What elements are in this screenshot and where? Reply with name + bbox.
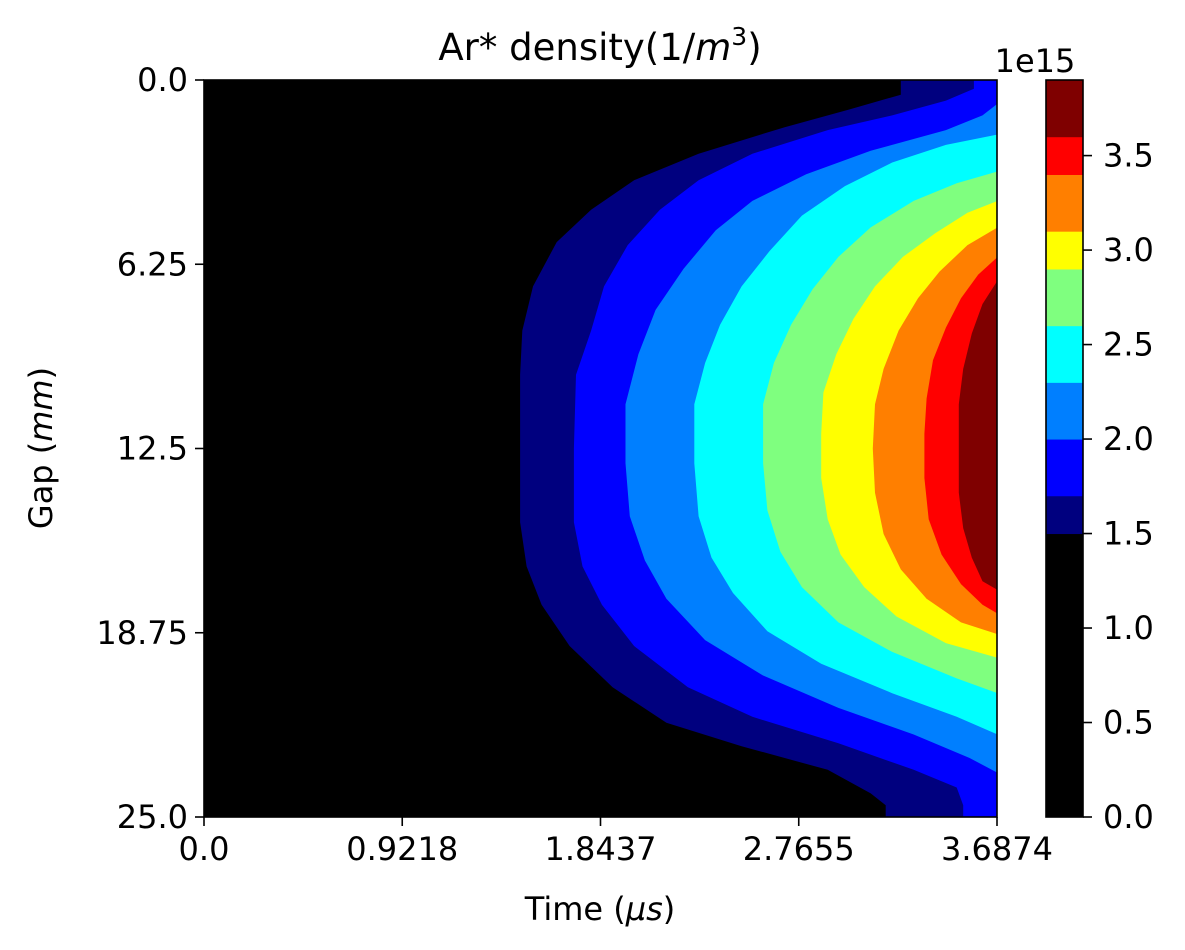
plot-area (204, 80, 997, 817)
chart-title: Ar* density(1/m3) (438, 22, 761, 69)
colorbar-tick-label: 1.0 (1103, 609, 1154, 647)
colorbar-band (1046, 268, 1083, 327)
x-tick-label: 3.6874 (941, 830, 1053, 868)
colorbar-tick-label: 0.5 (1103, 704, 1154, 742)
colorbar-tick-label: 3.5 (1103, 137, 1154, 175)
colorbar-band (1046, 80, 1083, 138)
x-tick-label: 0.9218 (346, 830, 458, 868)
colorbar-tick-label: 2.5 (1103, 326, 1154, 364)
colorbar-band (1046, 439, 1083, 497)
x-axis-label: Time (μs) (524, 890, 675, 928)
y-tick-label: 12.5 (117, 430, 188, 468)
x-tick-label: 1.8437 (545, 830, 657, 868)
y-axis: 0.0 6.25 12.5 18.75 25.0 (96, 61, 204, 836)
colorbar-tick-label: 0.0 (1103, 798, 1154, 836)
x-tick-label: 0.0 (179, 830, 230, 868)
colorbar: 0.0 0.5 1.0 1.5 2.0 2.5 3.0 3.5 (1045, 79, 1154, 836)
y-tick-label: 0.0 (137, 61, 188, 99)
colorbar-tick-label: 3.0 (1103, 231, 1154, 269)
colorbar-tick-label: 2.0 (1103, 420, 1154, 458)
colorbar-band (1046, 533, 1083, 818)
y-tick-label: 18.75 (96, 614, 188, 652)
colorbar-band (1046, 136, 1083, 175)
colorbar-band (1046, 382, 1083, 440)
colorbar-band (1046, 231, 1083, 270)
colorbar-band (1046, 174, 1083, 232)
colorbar-tick-label: 1.5 (1103, 515, 1154, 553)
contour-region-9 (958, 281, 997, 590)
colorbar-offset-label: 1e15 (995, 42, 1076, 80)
y-tick-label: 25.0 (117, 798, 188, 836)
colorbar-band (1046, 495, 1083, 535)
x-axis: 0.0 0.9218 1.8437 2.7655 3.6874 (179, 817, 1053, 868)
colorbar-frame (1045, 79, 1084, 818)
x-tick-label: 2.7655 (743, 830, 855, 868)
colorbar-band (1046, 325, 1083, 383)
y-axis-label: Gap (mm) (22, 367, 60, 529)
y-tick-label: 6.25 (117, 245, 188, 283)
